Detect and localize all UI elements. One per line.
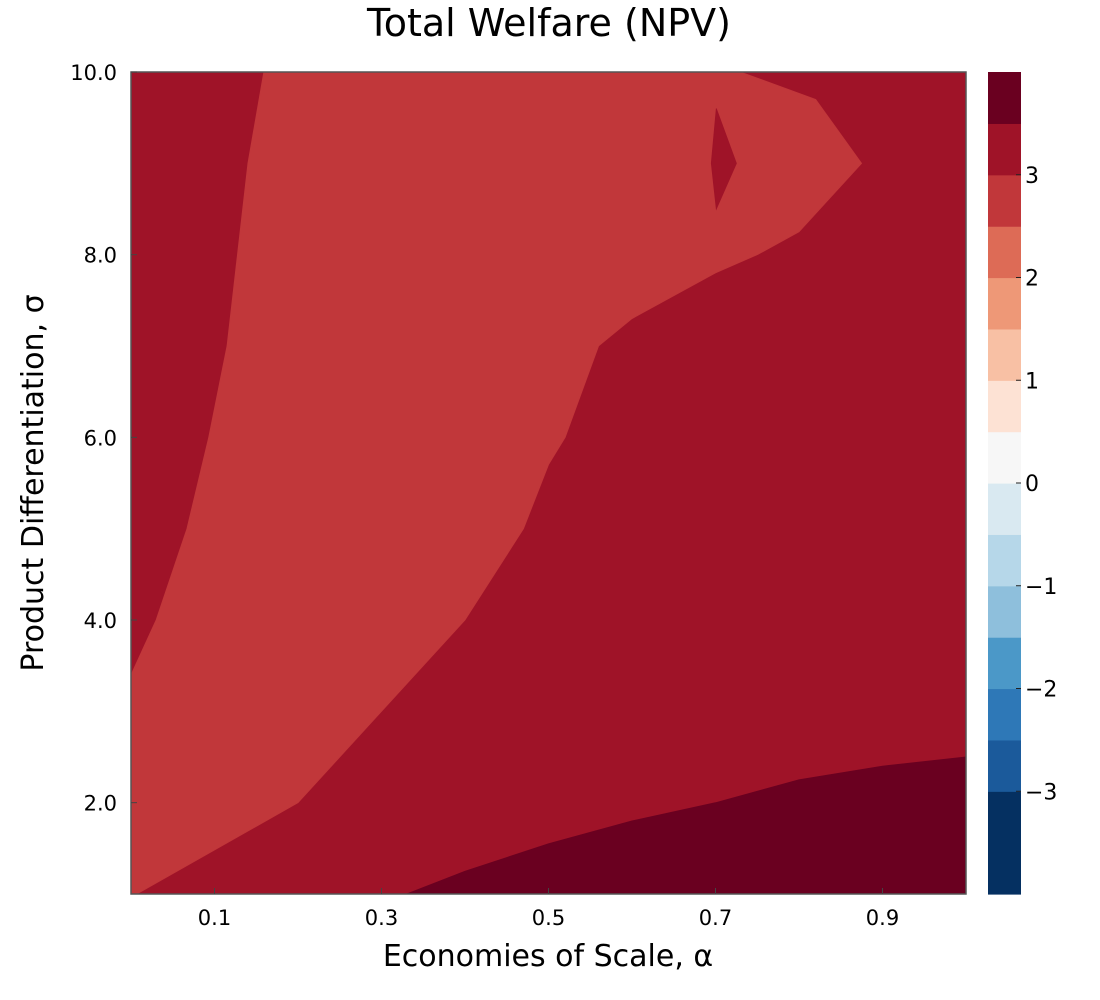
colorbar-tick-label: −3 (1025, 780, 1057, 805)
colorbar-band (988, 226, 1021, 279)
y-tick-label: 2.0 (84, 792, 117, 816)
colorbar-band (988, 328, 1021, 381)
colorbar-band (988, 277, 1021, 330)
colorbar-band (988, 534, 1021, 587)
y-tick-label: 4.0 (84, 609, 117, 633)
colorbar-tick-label: 1 (1025, 369, 1039, 394)
colorbar-band (988, 791, 1021, 895)
contour-regions (130, 71, 967, 895)
chart-title: Total Welfare (NPV) (366, 1, 731, 45)
colorbar-band (988, 637, 1021, 690)
colorbar-band (988, 72, 1021, 124)
colorbar-band (988, 688, 1021, 741)
colorbar-bands (988, 72, 1021, 895)
colorbar-band (988, 739, 1021, 792)
contour-region-2 (130, 71, 863, 895)
plot-area (130, 71, 967, 895)
y-axis-label: Product Differentiation, σ (16, 294, 51, 671)
colorbar-ticks: −3 −2 −1 0 1 2 3 (1016, 164, 1057, 805)
colorbar-band (988, 380, 1021, 433)
x-axis-label: Economies of Scale, α (383, 939, 713, 974)
colorbar-band (988, 483, 1021, 535)
colorbar-tick-label: −2 (1025, 678, 1057, 703)
colorbar-tick-label: 3 (1025, 164, 1039, 189)
colorbar-tick-label: −1 (1025, 575, 1057, 600)
colorbar-band (988, 174, 1021, 227)
colorbar-band (988, 585, 1021, 638)
x-tick-label: 0.3 (365, 906, 398, 930)
x-tick-label: 0.9 (866, 906, 899, 930)
y-tick-label: 10.0 (70, 61, 117, 85)
colorbar-tick-label: 2 (1025, 267, 1039, 292)
x-tick-label: 0.7 (699, 906, 732, 930)
colorbar: −3 −2 −1 0 1 2 3 (988, 72, 1057, 895)
x-tick-label: 0.5 (532, 906, 565, 930)
colorbar-tick-label: 0 (1025, 472, 1039, 497)
y-tick-label: 6.0 (84, 426, 117, 450)
x-tick-label: 0.1 (198, 906, 231, 930)
colorbar-band (988, 431, 1021, 484)
contour-region-3 (710, 108, 737, 211)
x-axis-ticks: 0.1 0.3 0.5 0.7 0.9 (198, 888, 899, 930)
y-axis-ticks: 2.0 4.0 6.0 8.0 10.0 (70, 61, 137, 816)
y-tick-label: 8.0 (84, 244, 117, 268)
colorbar-band (988, 123, 1021, 176)
